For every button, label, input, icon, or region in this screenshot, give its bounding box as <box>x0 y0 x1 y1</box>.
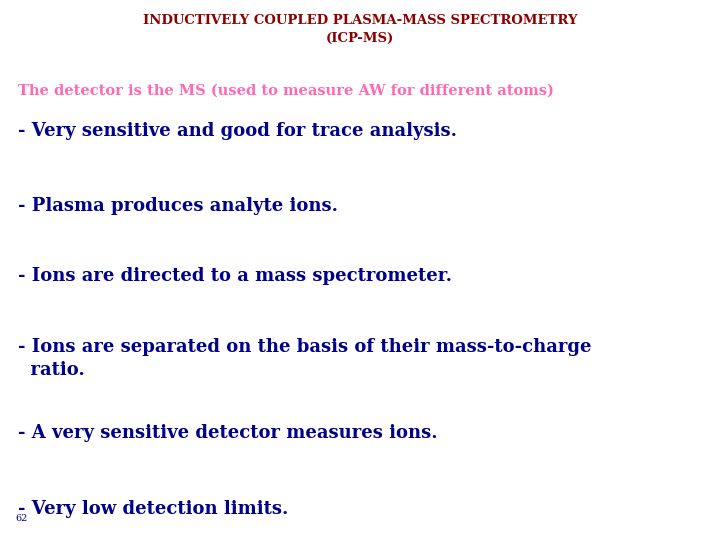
Text: - A very sensitive detector measures ions.: - A very sensitive detector measures ion… <box>18 424 438 442</box>
Text: - Very low detection limits.: - Very low detection limits. <box>18 500 289 517</box>
Text: - Very sensitive and good for trace analysis.: - Very sensitive and good for trace anal… <box>18 122 457 139</box>
Text: - Ions are directed to a mass spectrometer.: - Ions are directed to a mass spectromet… <box>18 267 452 285</box>
Text: - Plasma produces analyte ions.: - Plasma produces analyte ions. <box>18 197 338 215</box>
Text: - Ions are separated on the basis of their mass-to-charge
  ratio.: - Ions are separated on the basis of the… <box>18 338 592 379</box>
Text: 62: 62 <box>16 514 28 523</box>
Text: The detector is the MS (used to measure AW for different atoms): The detector is the MS (used to measure … <box>18 84 554 98</box>
Text: INDUCTIVELY COUPLED PLASMA-MASS SPECTROMETRY
(ICP-MS): INDUCTIVELY COUPLED PLASMA-MASS SPECTROM… <box>143 14 577 44</box>
